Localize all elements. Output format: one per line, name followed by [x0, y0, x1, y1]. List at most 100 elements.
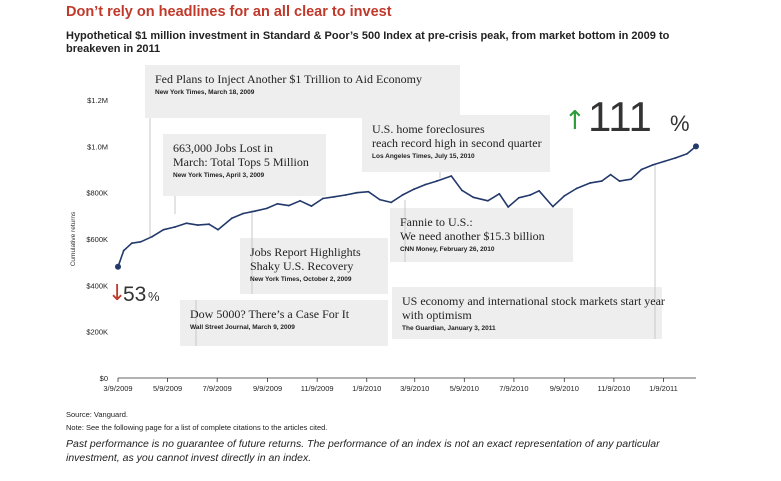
data-point	[310, 205, 313, 208]
y-tick-label: $400K	[86, 281, 108, 290]
annotation-source: CNN Money, February 26, 2010	[400, 246, 495, 253]
annotation-headline: Jobs Report Highlights Shaky U.S. Recover…	[250, 245, 361, 273]
data-point	[378, 198, 381, 201]
up-callout-value: 111	[588, 93, 652, 140]
data-point	[517, 196, 520, 199]
x-tick-label: 7/9/2009	[203, 384, 232, 393]
up-arrow-icon: ↑	[564, 106, 586, 136]
annotation-box	[362, 115, 550, 172]
data-point	[162, 228, 165, 231]
annotation-headline: 663,000 Jobs Lost in March: Total Tops 5 …	[173, 141, 309, 169]
x-tick-label: 11/9/2010	[597, 384, 630, 393]
annotation-box	[240, 238, 388, 294]
data-point	[265, 207, 268, 210]
down-arrow-icon: ↓	[108, 281, 126, 306]
data-point	[563, 195, 566, 197]
y-tick-label: $200K	[86, 328, 108, 337]
data-point	[552, 205, 554, 208]
data-point	[424, 183, 427, 186]
x-tick-label: 3/9/2010	[400, 384, 429, 393]
data-point	[344, 194, 347, 196]
annotation-headline: Dow 5000? There’s a Case For It	[190, 307, 350, 321]
data-point	[130, 242, 133, 245]
annotation-source: Wall Street Journal, March 9, 2009	[190, 324, 295, 331]
data-point	[185, 222, 188, 225]
y-tick-label: $0	[100, 374, 108, 383]
annotation-source: New York Times, March 18, 2009	[155, 89, 255, 96]
data-point	[538, 189, 541, 192]
annotation-box	[392, 287, 662, 339]
data-point	[674, 157, 677, 159]
x-tick-label: 5/9/2010	[450, 384, 479, 393]
data-point	[401, 194, 404, 196]
data-point	[435, 180, 438, 182]
data-point	[529, 194, 532, 196]
data-point	[217, 228, 219, 231]
data-point	[230, 217, 233, 220]
data-point	[196, 224, 199, 227]
annotation-source: New York Times, April 3, 2009	[173, 172, 265, 179]
x-tick-label: 7/9/2010	[499, 384, 528, 393]
annotation-headline: Fed Plans to Inject Another $1 Trillion …	[155, 72, 422, 86]
y-axis-label: Cumulative returns	[70, 211, 77, 266]
x-tick-label: 1/9/2011	[649, 384, 678, 393]
x-tick-label: 5/9/2009	[153, 384, 182, 393]
data-point	[253, 210, 256, 213]
data-point	[333, 195, 336, 198]
data-point	[390, 201, 393, 204]
y-tick-label: $600K	[86, 235, 108, 244]
end-marker	[693, 143, 699, 150]
data-point	[486, 199, 489, 202]
data-point	[609, 173, 612, 176]
citation-note: Note: See the following page for a list …	[66, 423, 328, 432]
x-tick-label: 11/9/2009	[301, 384, 334, 393]
annotation-box	[180, 300, 388, 346]
annotation-source: The Guardian, January 3, 2011	[402, 325, 496, 332]
data-point	[208, 223, 210, 226]
chart-subtitle: Hypothetical $1 million investment in St…	[66, 30, 670, 55]
x-tick-label: 9/9/2010	[550, 384, 579, 393]
down-callout-unit: %	[148, 289, 160, 304]
data-point	[498, 192, 501, 195]
down-callout-value: 53	[123, 283, 146, 306]
data-point	[242, 212, 245, 215]
data-point	[600, 180, 603, 182]
data-point	[321, 197, 324, 200]
annotation-source: New York Times, October 2, 2009	[250, 276, 352, 283]
start-marker	[115, 263, 121, 270]
data-point	[299, 199, 301, 202]
data-point	[507, 206, 510, 208]
data-point	[287, 204, 290, 207]
data-point	[367, 190, 370, 193]
annotation-headline: Fannie to U.S.: We need another $15.3 bil…	[400, 215, 545, 243]
data-point	[460, 189, 463, 192]
annotation-box	[163, 134, 326, 196]
y-tick-label: $1.2M	[87, 96, 108, 105]
data-point	[413, 188, 415, 191]
annotation-source: Los Angeles Times, July 15, 2010	[372, 153, 475, 160]
annotation-headline: US economy and international stock marke…	[402, 294, 665, 322]
y-tick-label: $800K	[86, 189, 108, 198]
data-point	[472, 196, 475, 199]
disclaimer: Past performance is no guarantee of futu…	[66, 438, 660, 464]
data-point	[575, 187, 578, 190]
data-point	[652, 163, 654, 166]
annotation-box	[145, 65, 460, 118]
data-point	[139, 240, 142, 243]
data-point	[618, 180, 621, 182]
data-point	[589, 182, 592, 184]
y-tick-label: $1.0M	[87, 142, 108, 151]
data-point	[151, 235, 154, 238]
data-point	[450, 175, 453, 177]
annotation-box	[390, 208, 573, 262]
data-point	[686, 152, 688, 155]
data-point	[630, 178, 632, 181]
data-point	[663, 160, 666, 163]
data-point	[640, 168, 643, 171]
up-callout-unit: %	[670, 111, 690, 136]
source-note: Source: Vanguard.	[66, 410, 128, 419]
page-title: Don’t rely on headlines for an all clear…	[66, 4, 392, 20]
x-tick-label: 3/9/2009	[103, 384, 132, 393]
data-point	[356, 191, 358, 194]
